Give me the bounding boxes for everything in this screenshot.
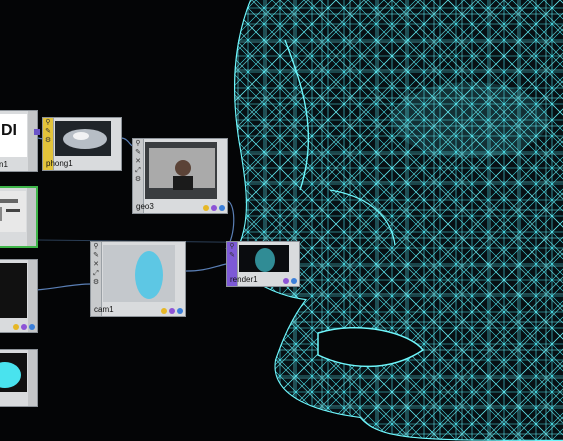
close-icon[interactable]: ✕ [93,261,99,268]
node-thumbnail [145,142,217,199]
face-mesh [232,0,563,441]
node-left-top[interactable]: DI n1 [0,110,40,172]
node-geo3[interactable]: ⚲ ✎ ✕ ⤢ ⚙ geo3 [132,138,228,214]
node-render1[interactable]: ⚲ ✎ render1 [226,241,300,287]
node-label: render1 [230,275,258,284]
edit-icon[interactable]: ✎ [45,128,51,135]
mouth-opening [317,326,425,368]
node-label: phong1 [46,159,73,168]
partial-label: DI [1,122,17,139]
node-thumbnail [103,245,175,302]
node-left-green[interactable] [0,186,38,248]
node-label: n1 [0,160,8,169]
expand-icon[interactable]: ⤢ [135,167,141,174]
close-icon[interactable]: ✕ [135,158,141,165]
output-port[interactable] [34,129,40,135]
pin-icon[interactable]: ⚲ [45,119,51,126]
expand-icon[interactable]: ⤢ [93,270,99,277]
eye-region [392,82,548,158]
node-label: geo3 [136,202,154,211]
edit-icon[interactable]: ✎ [229,252,235,259]
node-left-bottom[interactable] [0,349,38,407]
edit-icon[interactable]: ✎ [93,252,99,259]
settings-icon[interactable]: ⚙ [44,137,52,144]
settings-icon[interactable]: ⚙ [134,176,142,183]
node-thumbnail [55,121,111,156]
settings-icon[interactable]: ⚙ [92,279,100,286]
pin-icon[interactable]: ⚲ [135,140,141,147]
node-phong1[interactable]: ⚲ ✎ ⚙ phong1 [42,117,122,171]
pin-icon[interactable]: ⚲ [93,243,99,250]
node-label: cam1 [94,305,114,314]
pin-icon[interactable]: ⚲ [229,243,235,250]
node-thumbnail [239,245,289,272]
edit-icon[interactable]: ✎ [135,149,141,156]
node-left-mid[interactable] [0,259,38,333]
node-cam1[interactable]: ⚲ ✎ ✕ ⤢ ⚙ cam1 [90,241,186,317]
